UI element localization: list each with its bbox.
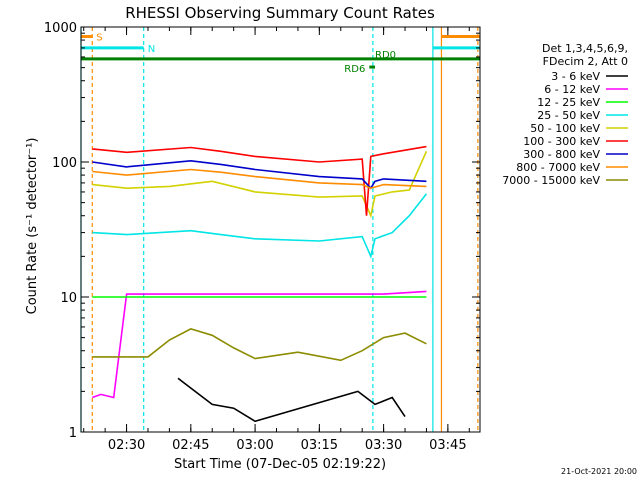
legend-entry-label: 100 - 300 keV <box>523 135 600 148</box>
legend-entry-label: 25 - 50 keV <box>537 109 600 122</box>
annotation-label: N <box>148 44 155 55</box>
axis-ticks: 1 10 100 1000 02:30 02:45 03:00 03:15 03:30 03:45 <box>44 21 481 453</box>
series-line <box>92 168 427 190</box>
x-tick-label: 03:15 <box>301 438 338 453</box>
x-tick-label: 03:30 <box>365 438 402 453</box>
series-line <box>92 290 427 399</box>
y-tick-label: 10 <box>60 291 77 306</box>
legend-entry-label: 12 - 25 keV <box>537 96 600 109</box>
x-axis-label: Start Time (07-Dec-05 02:19:22) <box>174 457 386 472</box>
y-tick-label: 100 <box>52 156 77 171</box>
legend-entry-label: 3 - 6 keV <box>551 70 600 83</box>
series-line <box>92 150 428 219</box>
y-axis-label: Count Rate (s⁻¹ detector⁻¹) <box>25 138 40 315</box>
legend-header: Det 1,3,4,5,6,9, <box>542 42 628 55</box>
x-tick-label: 03:45 <box>429 438 466 453</box>
legend-entry-label: 6 - 12 keV <box>544 83 600 96</box>
x-tick-label: 02:30 <box>108 438 145 453</box>
footer-timestamp: 21-Oct-2021 20:00 <box>561 467 637 476</box>
legend-entry-label: 7000 - 15000 keV <box>502 174 600 187</box>
x-tick-label: 02:45 <box>172 438 209 453</box>
legend-header: FDecim 2, Att 0 <box>543 55 628 68</box>
legend-entry-label: 50 - 100 keV <box>530 122 600 135</box>
legend-entry-label: 800 - 7000 keV <box>516 161 600 174</box>
legend-entry-label: 300 - 800 keV <box>523 148 600 161</box>
annotation-label: RD6 <box>344 64 365 75</box>
series-line <box>92 159 427 190</box>
plot-frame <box>80 26 481 433</box>
series-line <box>92 328 427 362</box>
plot-marks: S N RD0 RD6 <box>80 27 480 432</box>
series-line <box>92 193 428 259</box>
series-line <box>92 145 427 216</box>
annotation-label: RD0 <box>375 50 396 61</box>
chart-title: RHESSI Observing Summary Count Rates <box>125 4 435 22</box>
y-tick-label: 1 <box>69 426 77 441</box>
annotation-label: S <box>96 33 102 44</box>
y-tick-label: 1000 <box>44 21 77 36</box>
x-tick-label: 03:00 <box>236 438 273 453</box>
legend: Det 1,3,4,5,6,9,FDecim 2, Att 0 3 - 6 keV… <box>502 42 628 187</box>
series-line <box>177 377 406 423</box>
